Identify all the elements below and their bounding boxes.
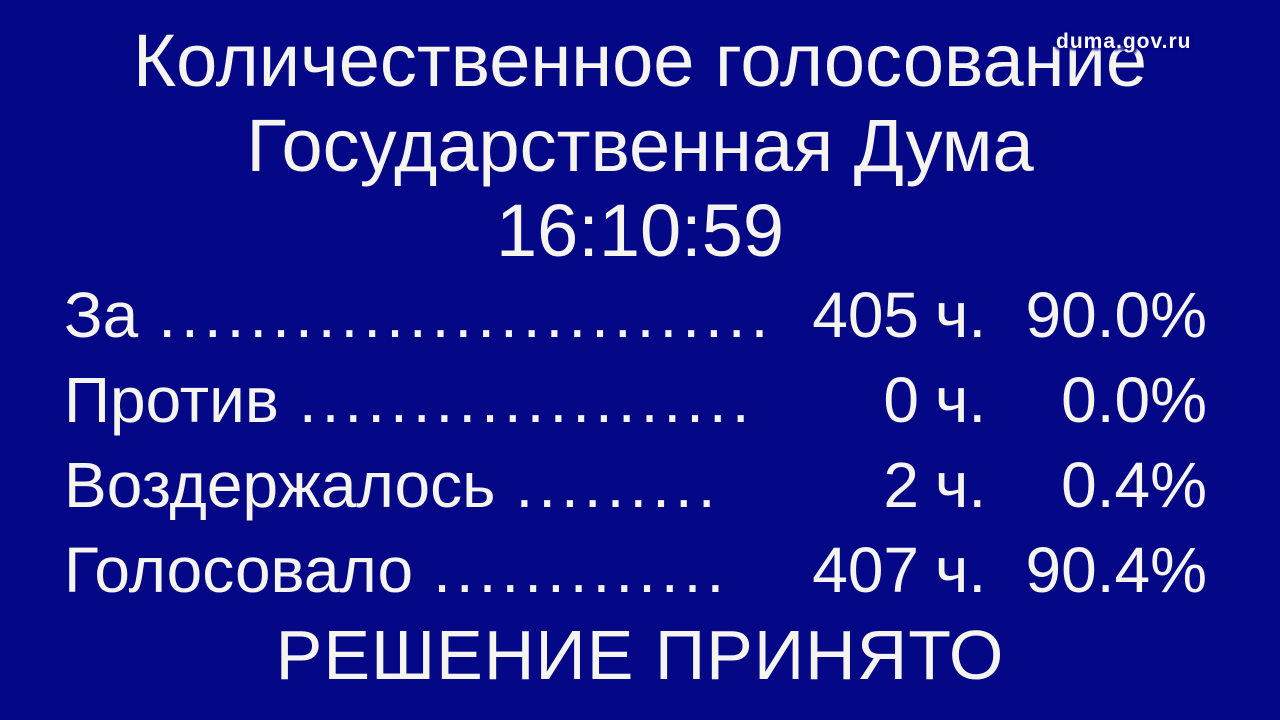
vote-type-title: Количественное голосование: [132, 19, 1148, 102]
watermark-duma-gov-ru: duma.gov.ru: [1056, 30, 1192, 53]
row-unit: ч.: [935, 279, 987, 351]
chamber-title: Государственная Дума: [246, 104, 1034, 187]
row-percent: 90.0%: [1025, 279, 1207, 351]
dot-leader: ....................: [298, 364, 755, 436]
decision-status: РЕШЕНИЕ ПРИНЯТО: [275, 616, 1005, 694]
row-percent: 0.4%: [1061, 449, 1207, 521]
dot-leader: ............................: [158, 279, 774, 351]
row-label: Голосовало: [64, 534, 414, 606]
row-unit: ч.: [935, 364, 987, 436]
result-label-group: Голосовало .............: [64, 528, 774, 613]
dot-leader: .........: [515, 449, 721, 521]
dot-leader: .............: [433, 534, 730, 606]
result-label-group: За ............................: [64, 273, 774, 358]
row-unit: ч.: [935, 449, 987, 521]
vote-timestamp: 16:10:59: [495, 189, 785, 272]
row-percent: 0.0%: [1061, 364, 1207, 436]
result-row-abstained: Воздержалось ......... 2 ч. 0.4%: [64, 443, 1207, 528]
row-count: 407: [812, 534, 919, 606]
row-count: 405: [812, 279, 919, 351]
result-label-group: Против ....................: [64, 358, 774, 443]
result-row-total-voted: Голосовало ............. 407 ч. 90.4%: [64, 528, 1207, 613]
row-label: Против: [64, 364, 279, 436]
result-row-for: За ............................ 405 ч. 9…: [64, 273, 1207, 358]
row-label: За: [64, 279, 139, 351]
result-label-group: Воздержалось .........: [64, 443, 774, 528]
row-count: 0: [883, 364, 919, 436]
row-unit: ч.: [935, 534, 987, 606]
row-percent: 90.4%: [1025, 534, 1207, 606]
row-label: Воздержалось: [64, 449, 496, 521]
row-count: 2: [883, 449, 919, 521]
result-row-against: Против .................... 0 ч. 0.0%: [64, 358, 1207, 443]
